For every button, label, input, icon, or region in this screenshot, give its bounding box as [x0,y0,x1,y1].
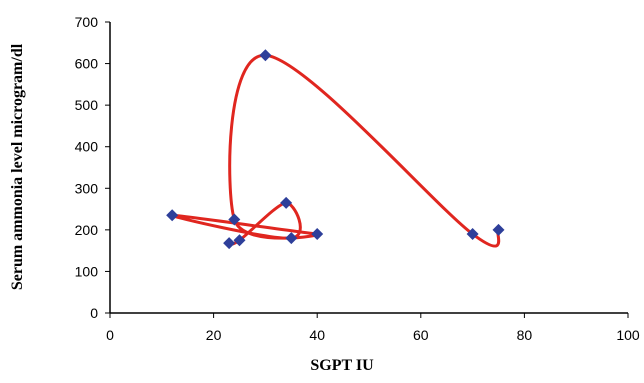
data-point [492,223,505,236]
data-point [259,49,272,62]
data-point [228,213,241,226]
y-tick-label: 0 [90,305,98,321]
x-tick-label: 20 [206,327,222,343]
plot-area: 0 20 40 60 80 100 0 100 200 300 400 500 600 700 [75,14,640,343]
x-tick-label: 100 [616,327,640,343]
x-tick-label: 40 [309,327,325,343]
data-point [466,228,479,241]
y-tick-label: 700 [75,14,99,30]
markers [166,49,505,250]
y-tick-label: 600 [75,56,99,72]
y-tick-label: 400 [75,139,99,155]
x-tick-label: 80 [517,327,533,343]
x-axis-title: SGPT IU [310,357,374,374]
y-tick-label: 200 [75,222,99,238]
data-point [280,196,293,209]
series-line [170,53,501,248]
y-tick-label: 500 [75,97,99,113]
data-point [233,234,246,247]
data-point [311,228,324,241]
y-tick-label: 300 [75,180,99,196]
x-tick-label: 0 [106,327,114,343]
x-ticks: 0 20 40 60 80 100 [106,313,640,343]
y-tick-label: 100 [75,263,99,279]
data-point [166,209,179,222]
y-axis-title: Serum ammonia level microgram/dl [9,43,26,290]
data-point [285,232,298,245]
data-point [223,237,236,250]
x-tick-label: 60 [413,327,429,343]
y-ticks: 0 100 200 300 400 500 600 700 [75,14,110,321]
